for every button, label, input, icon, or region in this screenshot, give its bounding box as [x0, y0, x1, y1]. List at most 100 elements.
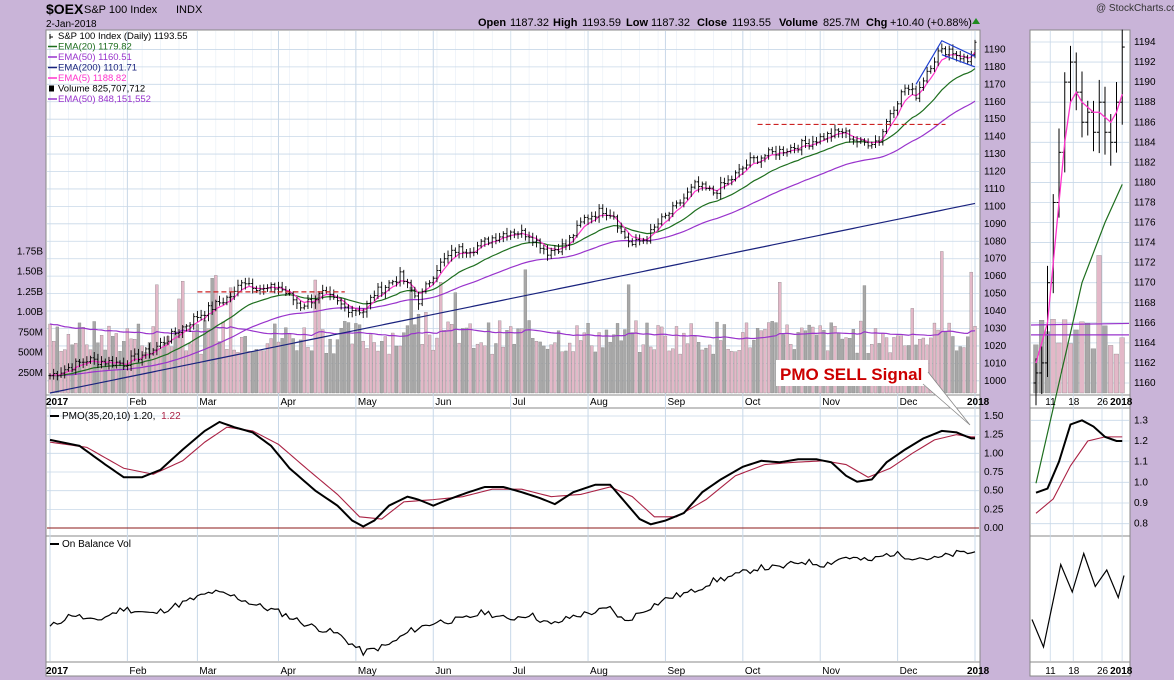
zoom-y-tick-label: 1176	[1134, 218, 1156, 229]
volume-tick-label: 1.75B	[17, 246, 43, 257]
volume-bar	[155, 284, 159, 394]
volume-bar	[162, 343, 166, 394]
price-x-tick-label: Jul	[513, 397, 526, 408]
volume-bar	[494, 343, 498, 394]
volume-bar	[357, 324, 362, 394]
svg-text:1193.59: 1193.59	[582, 17, 621, 29]
pmo-y-tick-label: 0.50	[984, 486, 1004, 497]
zoom-volume-bar	[1090, 348, 1096, 394]
zoom-ema20-line	[1035, 184, 1123, 484]
volume-bar	[556, 330, 561, 394]
volume-bar	[940, 251, 944, 394]
price-y-tick-label: 1190	[984, 44, 1006, 55]
annotation-pointer	[922, 371, 971, 426]
volume-bar	[199, 353, 203, 394]
volume-bar	[269, 338, 273, 394]
volume-bar	[133, 339, 137, 394]
obv-x-tick-label: Jun	[435, 666, 451, 677]
ema20-line	[49, 68, 976, 377]
volume-bar	[778, 282, 782, 394]
volume-bar	[273, 323, 277, 394]
volume-bar	[479, 342, 483, 394]
volume-bar	[553, 342, 557, 394]
volume-bar	[859, 320, 863, 394]
obv-x-tick-label: Feb	[129, 666, 147, 677]
volume-bar	[741, 332, 745, 394]
obv-x-tick-label: May	[358, 666, 377, 677]
volume-bar	[413, 324, 417, 394]
volume-bar	[48, 323, 52, 394]
volume-bar	[310, 350, 314, 394]
price-series	[48, 39, 977, 394]
volume-bar	[770, 321, 774, 394]
price-x-tick-label: Nov	[822, 397, 840, 408]
zoom-y-tick-label: 1168	[1134, 298, 1156, 309]
obv-x-tick-label: Jul	[513, 666, 526, 677]
volume-bar	[962, 347, 966, 394]
volume-bar	[545, 348, 550, 394]
svg-text:Volume: Volume	[779, 17, 818, 29]
price-y-tick-label: 1170	[984, 79, 1006, 90]
volume-bar	[966, 336, 970, 394]
volume-bar	[368, 334, 373, 394]
volume-bar	[398, 345, 402, 394]
volume-bar	[394, 345, 399, 394]
zoom-volume-bar	[1067, 343, 1073, 394]
volume-bar	[604, 329, 609, 394]
volume-bar	[291, 338, 295, 394]
volume-bar	[947, 322, 951, 394]
volume-bar	[335, 339, 340, 394]
volume-bar	[243, 336, 247, 394]
zoom-volume-bar	[1050, 319, 1056, 394]
svg-text:1193.55: 1193.55	[732, 17, 771, 29]
volume-bar	[682, 332, 686, 394]
volume-bar	[287, 333, 292, 394]
volume-bar	[427, 334, 432, 394]
volume-bar	[147, 342, 152, 394]
price-x-tick-label: May	[358, 397, 377, 408]
svg-text:Low: Low	[626, 17, 648, 29]
volume-bar	[236, 352, 240, 394]
volume-bar	[619, 340, 623, 394]
volume-bar	[464, 327, 469, 394]
volume-bar	[752, 339, 756, 394]
volume-bar	[302, 327, 306, 394]
volume-bar	[726, 349, 730, 394]
zoom-y-tick-label: 1174	[1134, 238, 1156, 249]
zoom-y-tick-label: 1162	[1134, 358, 1156, 369]
chart-index-name: S&P 100 Index	[84, 4, 158, 16]
volume-bar	[943, 330, 948, 394]
zoom-bottom-x-tick-label: 11	[1045, 666, 1056, 677]
svg-text:High: High	[553, 17, 578, 29]
svg-text:Open: Open	[478, 17, 506, 29]
zoom-y-tick-label: 1178	[1134, 197, 1156, 208]
volume-bar	[601, 347, 605, 394]
obv-x-tick-label: 2018	[967, 666, 990, 677]
volume-bar	[472, 348, 476, 394]
volume-bar	[509, 326, 513, 394]
price-y-tick-label: 1060	[984, 271, 1007, 282]
volume-bar	[184, 350, 188, 394]
price-x-tick-label: Feb	[129, 397, 147, 408]
volume-bar	[774, 322, 778, 394]
price-y-tick-label: 1100	[984, 201, 1006, 212]
volume-bar	[435, 337, 439, 394]
volume-bar	[674, 326, 679, 394]
volume-bar	[217, 341, 222, 394]
volume-bar	[763, 329, 767, 394]
price-y-tick-label: 1160	[984, 97, 1006, 108]
volume-bar	[490, 353, 494, 394]
volume-bar	[173, 331, 177, 394]
volume-bar	[228, 287, 233, 394]
volume-bar	[439, 282, 443, 394]
volume-bar	[188, 343, 192, 394]
volume-bar	[265, 343, 270, 394]
volume-bar	[685, 343, 690, 394]
volume-bar	[862, 285, 867, 394]
volume-bar	[461, 328, 465, 394]
obv-x-tick-label: Sep	[667, 666, 685, 677]
volume-bar	[457, 342, 461, 394]
volume-bar	[785, 324, 789, 394]
volume-bar	[225, 349, 229, 394]
zoom-y-tick-label: 1194	[1134, 37, 1156, 48]
